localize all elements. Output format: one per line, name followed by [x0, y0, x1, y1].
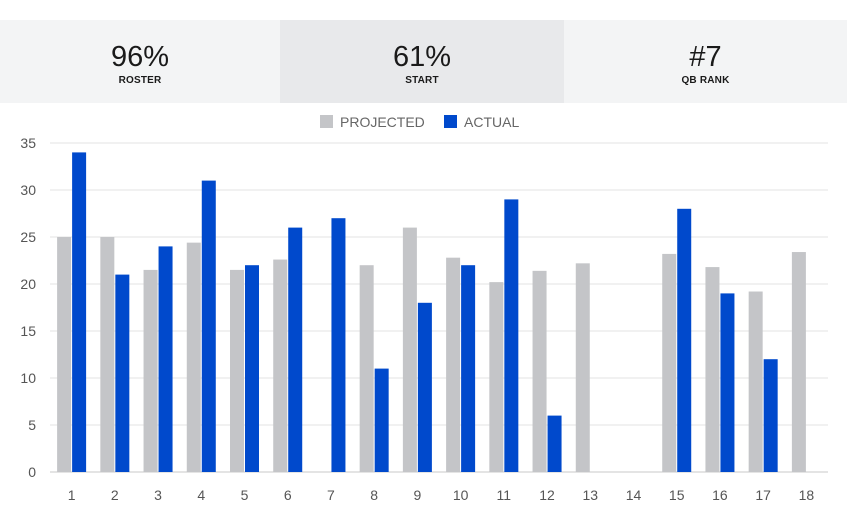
- actual-bar[interactable]: [72, 152, 87, 472]
- projected-bar[interactable]: [273, 259, 288, 472]
- y-tick-label: 25: [20, 229, 36, 245]
- projected-bar[interactable]: [575, 263, 590, 472]
- x-tick-label: 4: [197, 487, 205, 503]
- y-tick-label: 15: [20, 323, 36, 339]
- projected-bar[interactable]: [489, 282, 504, 472]
- x-tick-label: 15: [669, 487, 685, 503]
- grid: [50, 142, 828, 473]
- stat-label: ROSTER: [118, 74, 162, 86]
- projected-bar[interactable]: [402, 227, 417, 472]
- projected-bar[interactable]: [100, 237, 115, 472]
- x-tick-label: 13: [582, 487, 598, 503]
- actual-bar[interactable]: [245, 265, 259, 472]
- y-tick-label: 30: [20, 182, 36, 198]
- stats-bar: 96% ROSTER 61% START #7 QB RANK: [0, 20, 847, 103]
- stat-qb-rank: #7 QB RANK: [564, 20, 847, 103]
- projected-bar[interactable]: [186, 242, 201, 472]
- x-tick-label: 5: [241, 487, 249, 503]
- x-tick-label: 1: [68, 487, 76, 503]
- stat-value: 96%: [110, 40, 170, 73]
- x-tick-label: 8: [370, 487, 378, 503]
- x-tick-label: 6: [284, 487, 292, 503]
- stat-roster: 96% ROSTER: [0, 20, 280, 103]
- legend-swatch-actual[interactable]: [444, 115, 457, 128]
- y-tick-label: 20: [20, 276, 36, 292]
- actual-bar[interactable]: [417, 302, 432, 472]
- projected-bar[interactable]: [791, 252, 806, 472]
- y-tick-label: 5: [28, 417, 36, 433]
- legend-swatch-projected[interactable]: [320, 115, 333, 128]
- y-tick-label: 10: [20, 370, 36, 386]
- bar-chart: PROJECTED ACTUAL 1 2 3 4 5 6 7 8 9 10 11 12 13 14 15 16…: [20, 114, 828, 503]
- actual-bar[interactable]: [288, 227, 303, 472]
- stat-start: 61% START: [280, 20, 564, 103]
- actual-bar[interactable]: [374, 368, 389, 472]
- legend: PROJECTED ACTUAL: [320, 114, 519, 130]
- actual-bar[interactable]: [677, 208, 692, 473]
- bars: [57, 152, 806, 473]
- actual-bar[interactable]: [115, 274, 130, 472]
- projected-bar[interactable]: [230, 269, 244, 472]
- projected-bar[interactable]: [532, 270, 547, 472]
- x-tick-label: 7: [327, 487, 335, 503]
- x-tick-label: 2: [111, 487, 119, 503]
- projected-bar[interactable]: [705, 267, 720, 472]
- projected-bar[interactable]: [662, 253, 677, 472]
- x-tick-label: 9: [413, 487, 421, 503]
- y-axis: 0 5 10 15 20 25 30 35: [20, 135, 36, 480]
- legend-label-projected[interactable]: PROJECTED: [340, 114, 425, 130]
- projected-bar[interactable]: [446, 257, 461, 472]
- x-tick-label: 10: [453, 487, 469, 503]
- actual-bar[interactable]: [158, 246, 173, 472]
- x-tick-label: 16: [712, 487, 728, 503]
- actual-bar[interactable]: [461, 265, 476, 472]
- actual-bar[interactable]: [201, 180, 216, 472]
- stat-value: #7: [689, 40, 722, 73]
- x-tick-label: 3: [154, 487, 162, 503]
- stat-value: 61%: [392, 40, 452, 73]
- stat-label: QB RANK: [681, 74, 730, 86]
- x-tick-label: 18: [799, 487, 815, 503]
- actual-bar[interactable]: [504, 199, 519, 472]
- actual-bar[interactable]: [331, 218, 346, 472]
- projected-bar[interactable]: [359, 265, 374, 472]
- actual-bar[interactable]: [720, 293, 735, 472]
- x-axis: 1 2 3 4 5 6 7 8 9 10 11 12 13 14 15 16 17 18: [68, 487, 815, 503]
- x-tick-label: 14: [626, 487, 642, 503]
- projected-bar[interactable]: [143, 269, 158, 472]
- stat-label: START: [405, 74, 439, 86]
- actual-bar[interactable]: [547, 415, 562, 472]
- projected-bar[interactable]: [748, 291, 763, 472]
- y-tick-label: 35: [20, 135, 36, 151]
- actual-bar[interactable]: [763, 359, 778, 472]
- x-tick-label: 12: [539, 487, 555, 503]
- x-tick-label: 17: [755, 487, 771, 503]
- projected-bar[interactable]: [57, 237, 72, 472]
- legend-label-actual[interactable]: ACTUAL: [464, 114, 519, 130]
- y-tick-label: 0: [28, 464, 36, 480]
- x-tick-label: 11: [497, 487, 512, 503]
